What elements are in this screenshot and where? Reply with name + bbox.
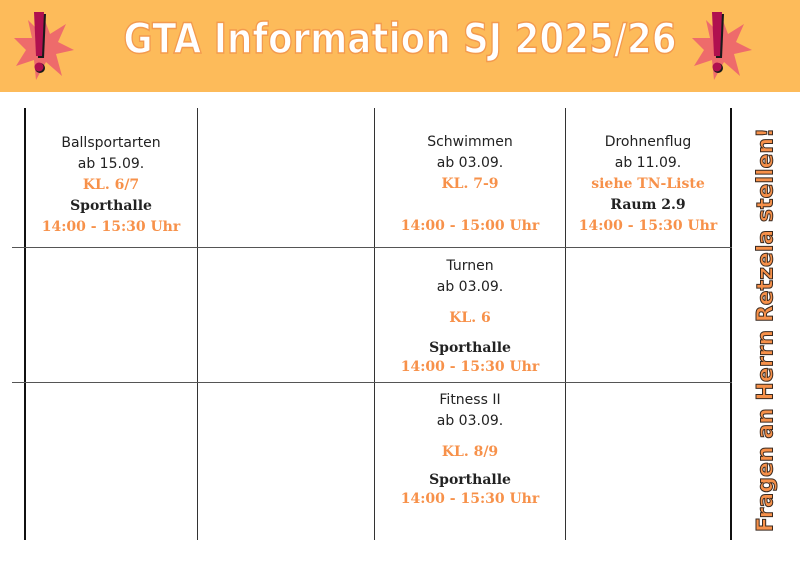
course-fitness: Fitness II ab 03.09. KL. 8/9 Sporthalle … <box>375 390 565 508</box>
exclamation-burst-icon <box>692 12 752 80</box>
course-place: Sporthalle <box>429 472 511 488</box>
course-time: 14:00 - 15:30 Uhr <box>400 359 540 375</box>
course-grade: KL. 8/9 <box>441 444 499 460</box>
course-place: Sporthalle <box>70 198 152 214</box>
course-start: ab 03.09. <box>436 413 504 429</box>
grid-line <box>730 108 732 540</box>
grid-line <box>24 108 26 540</box>
course-name: Drohnenflug <box>604 134 692 150</box>
course-name: Fitness II <box>439 392 501 408</box>
header-banner: GTA Information SJ 2025/26 <box>0 0 800 92</box>
course-turnen: Turnen ab 03.09. KL. 6 Sporthalle 14:00 … <box>375 256 565 376</box>
course-start: ab 15.09. <box>77 156 145 172</box>
course-grade: KL. 6/7 <box>82 177 140 193</box>
grid-line <box>374 108 375 540</box>
course-start: ab 03.09. <box>436 279 504 295</box>
grid-line <box>12 247 732 248</box>
exclamation-burst-icon <box>14 12 74 80</box>
course-start: ab 11.09. <box>614 155 682 171</box>
side-note: Fragen an Herrn Retzela stellen! <box>753 127 779 533</box>
course-place: Sporthalle <box>429 340 511 356</box>
grid-line <box>12 382 732 383</box>
course-time: 14:00 - 15:30 Uhr <box>41 219 181 235</box>
course-grade: KL. 7-9 <box>441 176 499 192</box>
course-name: Turnen <box>446 258 494 274</box>
page-title: GTA Information SJ 2025/26 <box>123 13 677 64</box>
course-schwimmen: Schwimmen ab 03.09. KL. 7-9 14:00 - 15:0… <box>375 132 565 237</box>
course-start: ab 03.09. <box>436 155 504 171</box>
course-time: 14:00 - 15:30 Uhr <box>400 491 540 507</box>
course-grade: KL. 6 <box>449 310 491 326</box>
grid-line <box>565 108 566 540</box>
course-time: 14:00 - 15:30 Uhr <box>578 218 718 234</box>
course-name: Ballsportarten <box>61 135 161 151</box>
course-grade: siehe TN-Liste <box>591 176 705 192</box>
course-name: Schwimmen <box>427 134 513 150</box>
course-place: Raum 2.9 <box>610 197 686 213</box>
course-drohnenflug: Drohnenflug ab 11.09. siehe TN-Liste Rau… <box>566 132 730 237</box>
course-ballsport: Ballsportarten ab 15.09. KL. 6/7 Sportha… <box>25 133 197 238</box>
grid-line <box>197 108 198 540</box>
course-time: 14:00 - 15:00 Uhr <box>400 218 540 234</box>
